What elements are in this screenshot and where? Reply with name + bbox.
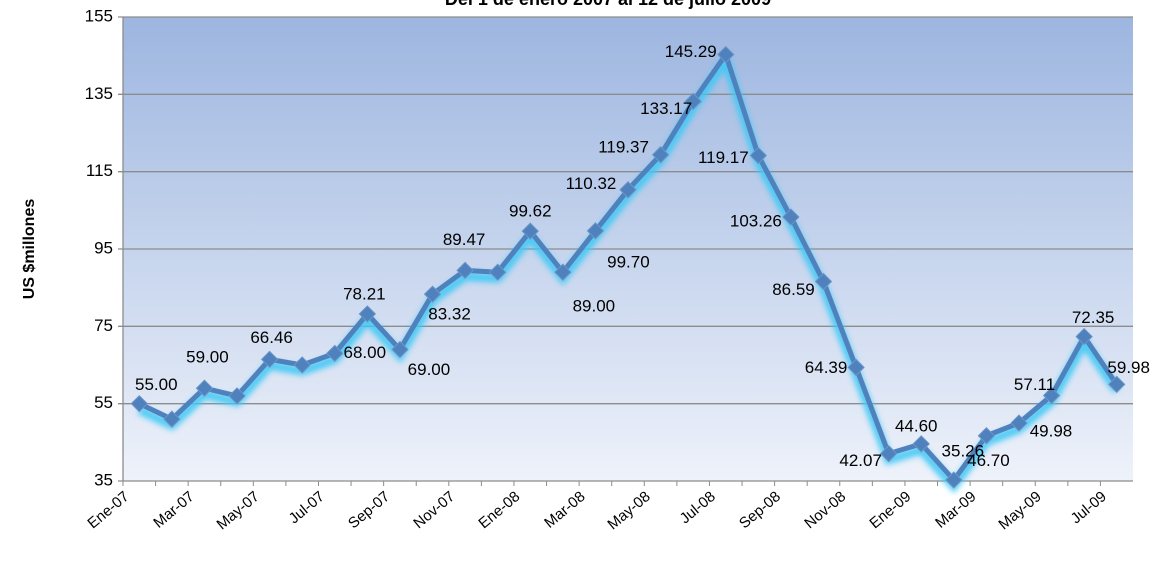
marker <box>1010 414 1028 432</box>
marker <box>423 285 442 303</box>
marker <box>782 208 800 226</box>
data-label: 133.17 <box>640 99 692 118</box>
marker <box>717 45 735 64</box>
marker <box>586 222 605 240</box>
x-tick-label: May-07 <box>213 488 262 533</box>
data-label: 59.00 <box>186 348 229 367</box>
data-label: 69.00 <box>408 360 451 379</box>
x-tick-label: Sep-08 <box>736 488 784 532</box>
x-tick-label: Ene-09 <box>866 488 914 532</box>
data-label: 55.00 <box>135 375 178 394</box>
marker <box>651 146 670 164</box>
y-tick-label: 95 <box>94 238 113 257</box>
marker <box>1042 386 1061 405</box>
x-tick-label: Jul-08 <box>677 488 719 527</box>
data-label: 103.26 <box>730 212 782 231</box>
data-label: 119.17 <box>698 148 749 167</box>
y-tick-label: 155 <box>85 6 113 25</box>
data-label: 57.11 <box>1014 375 1055 394</box>
marker <box>977 427 996 445</box>
data-label: 110.32 <box>566 174 617 193</box>
y-tick-label: 75 <box>94 316 113 335</box>
marker <box>228 387 246 405</box>
data-label: 42.07 <box>839 451 882 470</box>
data-label: 145.29 <box>665 42 717 61</box>
x-tick-label: May-09 <box>995 488 1044 533</box>
marker <box>879 444 898 463</box>
marker <box>912 435 930 453</box>
marker <box>358 305 377 323</box>
data-label: 78.21 <box>343 284 386 303</box>
marker <box>684 92 702 111</box>
data-label: 49.98 <box>1030 422 1073 441</box>
data-label: 66.46 <box>250 328 293 347</box>
x-tick-label: Sep-07 <box>345 488 393 532</box>
x-tick-label: Jul-09 <box>1068 488 1110 527</box>
data-label: 89.47 <box>443 230 486 249</box>
data-label: 119.37 <box>598 137 649 156</box>
marker <box>293 356 311 374</box>
x-tick-label: Mar-09 <box>932 488 979 532</box>
data-label: 44.60 <box>895 416 938 435</box>
marker <box>749 146 768 165</box>
marker <box>1108 375 1126 394</box>
y-tick-label: 135 <box>85 84 113 103</box>
x-tick-label: Ene-07 <box>84 488 132 532</box>
x-tick-label: Mar-07 <box>150 488 197 532</box>
y-axis-label: US $millones <box>21 199 38 300</box>
y-tick-label: 35 <box>94 470 113 489</box>
data-label: 68.00 <box>344 343 387 362</box>
marker <box>1075 327 1093 346</box>
x-tick-label: May-08 <box>604 488 653 533</box>
marker <box>391 340 409 359</box>
marker <box>521 222 539 240</box>
data-label: 64.39 <box>805 358 848 377</box>
x-tick-label: Nov-08 <box>801 488 849 532</box>
data-label: 46.70 <box>967 451 1010 470</box>
x-tick-label: Nov-07 <box>410 488 458 532</box>
marker <box>945 471 963 489</box>
x-tick-label: Ene-08 <box>475 488 523 532</box>
y-tick-label: 115 <box>86 161 113 180</box>
chart-title: Del 1 de enero 2007 al 12 de julio 2009 <box>445 0 771 9</box>
data-label: 89.00 <box>573 297 616 316</box>
marker <box>326 344 344 363</box>
marker <box>814 272 833 291</box>
data-label: 86.59 <box>772 280 815 299</box>
marker <box>130 394 148 413</box>
marker <box>554 263 572 281</box>
marker <box>456 261 474 280</box>
x-tick-label: Jul-07 <box>286 488 328 527</box>
x-tick-label: Mar-08 <box>541 488 588 532</box>
marker <box>488 263 507 281</box>
marker <box>619 181 637 199</box>
marker <box>847 358 865 377</box>
data-label: 99.70 <box>607 252 650 271</box>
data-label: 59.98 <box>1107 358 1150 377</box>
marker <box>195 379 214 397</box>
y-tick-label: 55 <box>94 393 113 412</box>
data-label: 35.26 <box>942 441 985 460</box>
data-label: 72.35 <box>1072 308 1115 327</box>
marker <box>163 410 181 428</box>
data-label: 83.32 <box>428 305 471 324</box>
marker <box>260 350 279 369</box>
data-label: 99.62 <box>509 202 552 221</box>
